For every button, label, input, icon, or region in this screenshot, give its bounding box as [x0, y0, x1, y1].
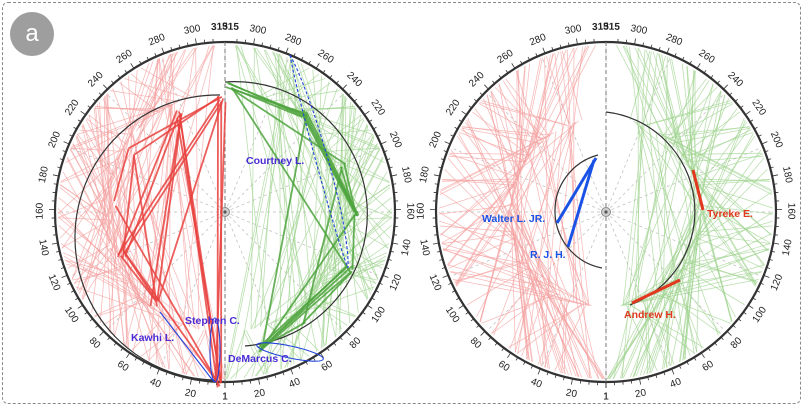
ring-tick-label: 160: [35, 202, 46, 219]
ring-tick-label: 160: [416, 202, 427, 219]
chord-tyreke: [691, 169, 705, 211]
ring-tick-label: 100: [370, 305, 389, 325]
ring-tick-label: 220: [368, 98, 387, 118]
label-kawhi-l: Kawhi L.: [131, 332, 174, 344]
ring-tick-label: 300: [183, 23, 202, 37]
ring-tick-label: 1: [603, 392, 609, 403]
label-andrew-h: Andrew H.: [624, 309, 676, 321]
label-rj-h: R. J. H.: [530, 249, 566, 261]
ring-tick-label: 160: [785, 203, 796, 220]
ring-tick-label: 60: [115, 359, 131, 375]
ring-tick-label: 260: [495, 47, 515, 66]
ring-tick-label: 80: [468, 335, 484, 351]
ring-tick-label: 60: [496, 359, 512, 375]
ring-tick-label: 260: [316, 48, 336, 67]
ring-tick-label: 1: [222, 392, 228, 403]
ring-tick-label: 80: [729, 335, 745, 351]
ring-tick-label: 315: [211, 21, 228, 33]
ring-tick-label: 60: [701, 358, 717, 374]
ring-tick-label: 315: [603, 21, 620, 33]
ring-tick-label: 280: [147, 32, 167, 49]
highlight-demarcus: [256, 342, 324, 362]
ring-tick-label: 300: [564, 23, 583, 37]
ring-tick-label: 300: [249, 23, 268, 37]
chord-rj: [566, 159, 596, 248]
label-walter-l-jr: Walter L. JR.: [482, 213, 545, 225]
ring-tick-label: 120: [427, 273, 444, 293]
ring-tick-label: 120: [769, 272, 786, 292]
chord-andrew: [631, 278, 681, 305]
ring-tick-label: 200: [427, 130, 444, 150]
ring-tick-label: 200: [768, 130, 785, 150]
ring-tick-label: 240: [725, 70, 745, 90]
ring-tick-label: 180: [37, 165, 51, 184]
highlight-courtney: [289, 54, 349, 269]
ring-tick-label: 315: [592, 21, 609, 33]
ring-tick-label: 40: [148, 376, 163, 391]
label-demarcus-c: DeMarcus C.: [228, 353, 292, 365]
ring-tick-label: 280: [664, 32, 684, 49]
ring-tick-label: 240: [86, 70, 106, 90]
inner-arc-left: [74, 94, 221, 381]
label-courtney-l: Courtney L.: [246, 155, 304, 167]
ring-tick-label: 300: [630, 23, 649, 37]
ring-tick-label: 220: [444, 97, 463, 117]
figure-frame: [2, 2, 801, 404]
ring-tick-label: 20: [634, 387, 647, 400]
ring-tick-label: 260: [697, 48, 717, 67]
player-labels: Courtney L. Stephen C. Kawhi L. DeMarcus…: [131, 155, 753, 365]
chord-bundle: [438, 45, 774, 380]
highlight-kawhi: [159, 311, 215, 383]
ring-tick-label: 1: [222, 392, 228, 403]
ring-tick-label: 160: [404, 203, 415, 220]
ring-tick-label: 240: [467, 70, 487, 90]
ring-tick-label: 80: [87, 335, 103, 351]
ring-tick-label: 20: [184, 387, 197, 400]
ring-tick-label: 1: [603, 392, 609, 403]
ring-tick-label: 260: [114, 47, 134, 66]
ring-tick-label: 220: [63, 97, 82, 117]
ring-tick-label: 180: [780, 165, 794, 184]
label-tyreke-e: Tyreke E.: [707, 208, 753, 220]
ring-tick-label: 40: [288, 376, 303, 391]
ring-tick-label: 40: [669, 376, 684, 391]
ring-tick-label: 120: [388, 272, 405, 292]
inner-arc-left: [554, 154, 603, 269]
ring-tick-label: 80: [348, 335, 364, 351]
ring-tick-label: 180: [418, 165, 432, 184]
ring-tick-label: 140: [36, 238, 50, 257]
ring-tick-label: 120: [46, 273, 63, 293]
panel-label-badge: a: [10, 12, 54, 56]
inner-arc-right: [224, 81, 368, 347]
ring-tick-label: 315: [222, 21, 239, 33]
ring-tick-label: 140: [400, 238, 414, 257]
ring-tick-label: 180: [399, 165, 413, 184]
highlight-stephen: [209, 317, 221, 383]
ring-tick-label: 200: [46, 130, 63, 150]
label-stephen-c: Stephen C.: [185, 315, 240, 327]
ring-tick-label: 40: [529, 376, 544, 391]
ring-tick-label: 140: [417, 238, 431, 257]
ring-tick-label: 20: [565, 387, 578, 400]
ring-tick-label: 140: [781, 238, 795, 257]
inner-arc-right: [605, 111, 696, 306]
ring-tick-label: 100: [751, 305, 770, 325]
ring-tick-label: 220: [749, 98, 768, 118]
ring-tick-label: 280: [283, 32, 303, 49]
chord-walter: [555, 157, 598, 224]
ring-tick-label: 20: [253, 387, 266, 400]
ring-tick-label: 240: [344, 70, 364, 90]
ring-tick-label: 200: [387, 130, 404, 150]
ring-tick-label: 280: [528, 32, 548, 49]
